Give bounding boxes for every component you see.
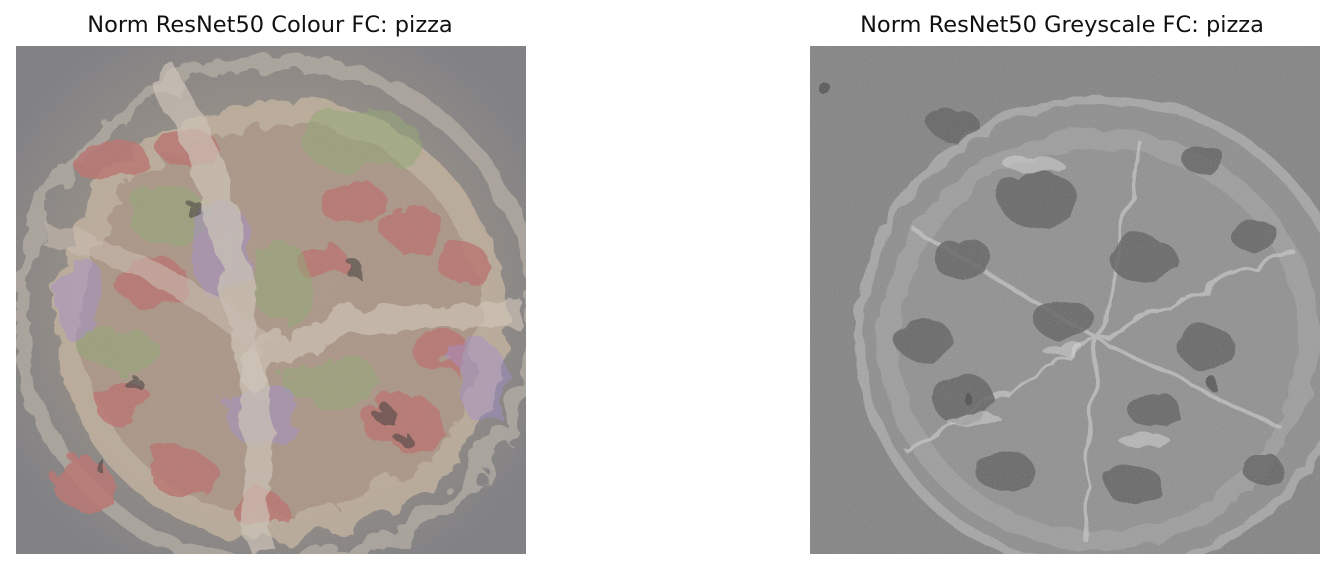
greyscale-pizza-visualization bbox=[810, 46, 1320, 554]
colour-panel-title: Norm ResNet50 Colour FC: pizza bbox=[87, 12, 453, 38]
greyscale-pizza-image bbox=[810, 46, 1320, 554]
colour-pizza-image bbox=[16, 46, 526, 554]
greyscale-panel-title: Norm ResNet50 Greyscale FC: pizza bbox=[860, 12, 1264, 38]
colour-pizza-visualization bbox=[16, 46, 526, 554]
